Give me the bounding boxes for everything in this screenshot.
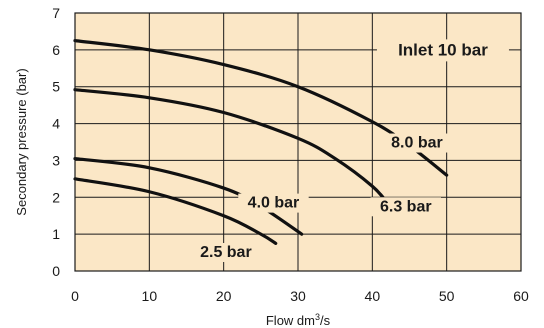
- annotation-group: Inlet 10 bar: [376, 39, 509, 62]
- y-tick-label: 2: [52, 189, 60, 205]
- series-label-background: [238, 193, 309, 213]
- x-axis-title-main: Flow dm: [266, 313, 315, 328]
- y-tick-labels: 0 1 2 3 4 5 6 7: [52, 5, 60, 279]
- x-axis-title-sup: 3: [315, 312, 320, 322]
- x-tick-label: 60: [513, 288, 529, 304]
- x-tick-label: 10: [142, 288, 158, 304]
- plot-frame: [74, 12, 522, 272]
- x-tick-label: 50: [439, 288, 455, 304]
- x-axis-title: Flow dm3/s: [266, 312, 331, 328]
- series-label: 2.5 bar: [200, 244, 252, 261]
- series-label-background: [190, 242, 262, 262]
- series-line: [73, 88, 389, 205]
- annotation-background: [376, 39, 509, 62]
- x-tick-label: 40: [365, 288, 381, 304]
- y-tick-label: 4: [52, 116, 60, 132]
- y-tick-label: 1: [52, 226, 60, 242]
- series-label: 6.3 bar: [380, 198, 432, 215]
- inlet-annotation: Inlet 10 bar: [398, 40, 488, 59]
- x-tick-label: 0: [71, 288, 79, 304]
- series-line: [73, 156, 304, 236]
- series-label-background: [370, 197, 441, 217]
- y-tick-label: 7: [52, 5, 60, 21]
- series-label: 4.0 bar: [248, 195, 300, 212]
- x-tick-label: 20: [216, 288, 232, 304]
- series-line: [73, 177, 278, 245]
- y-tick-label: 5: [52, 79, 60, 95]
- y-tick-label: 6: [52, 42, 60, 58]
- series-labels: 8.0 bar 6.3 bar 4.0 bar 2.5 bar: [190, 133, 453, 262]
- x-axis-title-suffix: /s: [320, 313, 331, 328]
- series-label: 8.0 bar: [391, 135, 443, 152]
- y-tick-label: 3: [52, 152, 60, 168]
- x-tick-label: 30: [290, 288, 306, 304]
- y-tick-label: 0: [52, 263, 60, 279]
- x-tick-labels: 0 10 20 30 40 50 60: [71, 288, 529, 304]
- series-label-background: [381, 133, 453, 153]
- y-axis-title: Secondary pressure (bar): [14, 68, 29, 215]
